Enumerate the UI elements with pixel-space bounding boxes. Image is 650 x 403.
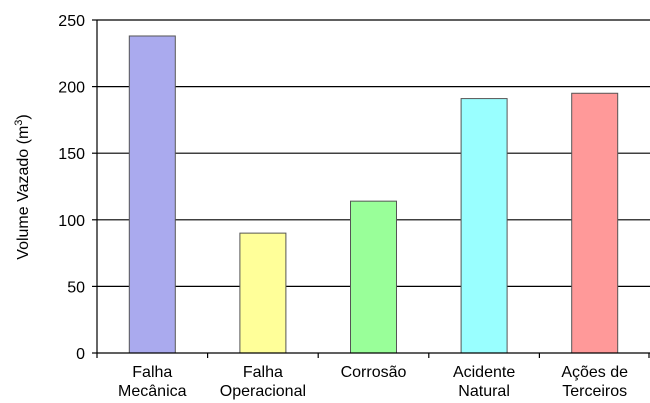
bar	[460, 98, 508, 354]
y-tick-labels: 0 50 100 150 200 250	[58, 13, 85, 363]
gridlines	[97, 19, 650, 287]
x-category-label: Acidente Natural	[453, 364, 515, 400]
bar	[571, 92, 619, 354]
axes	[92, 19, 650, 358]
x-category-label: Falha Operacional	[220, 364, 306, 400]
y-axis-title: Volume Vazado (m3)	[13, 114, 32, 259]
x-category-label: Corrosão	[341, 364, 407, 381]
y-tick-label: 150	[58, 146, 85, 163]
bar	[128, 35, 176, 354]
x-category-label: Ações de Terceiros	[561, 364, 628, 400]
y-tick-label: 100	[58, 213, 85, 230]
y-tick-label: 200	[58, 80, 85, 97]
bar	[239, 232, 287, 354]
bars	[128, 35, 619, 354]
y-tick-label: 0	[76, 346, 85, 363]
x-category-label: Falha Mecânica	[118, 364, 187, 400]
bar	[350, 200, 397, 354]
y-tick-label: 50	[67, 279, 85, 296]
y-tick-label: 250	[58, 13, 85, 30]
x-category-labels: Falha Mecânica Falha Operacional Corrosão Aci…	[118, 364, 628, 400]
